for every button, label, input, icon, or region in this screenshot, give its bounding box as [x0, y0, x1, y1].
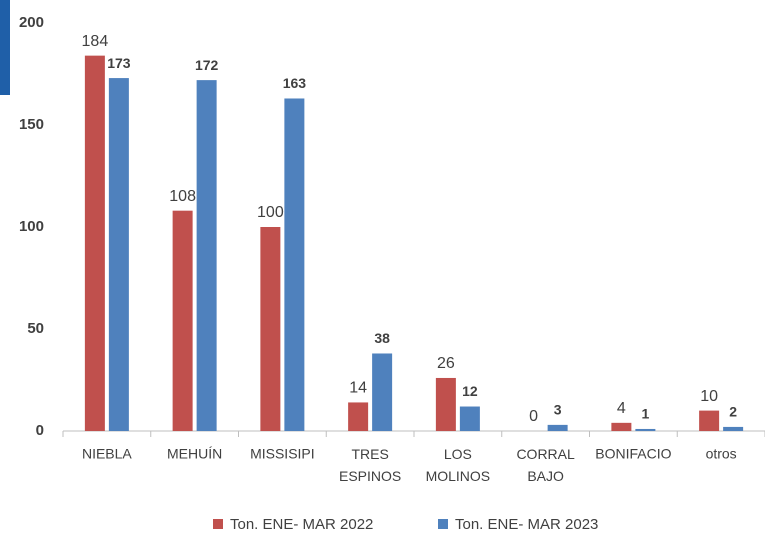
bar — [611, 422, 632, 431]
y-tick-label: 150 — [19, 116, 44, 133]
legend-swatch — [213, 519, 223, 529]
data-label: 172 — [195, 57, 219, 73]
data-label: 26 — [437, 355, 455, 372]
bar — [435, 377, 456, 431]
x-tick-label-line: LOS — [444, 446, 472, 462]
y-tick-label: 100 — [19, 218, 44, 235]
y-tick-label: 50 — [27, 320, 44, 337]
x-tick-label: MISSISIPI — [250, 446, 315, 462]
x-tick-label: otros — [706, 446, 737, 462]
x-tick-label: MEHUÍN — [167, 446, 222, 462]
data-label: 12 — [462, 383, 478, 399]
x-tick-label-line: CORRAL — [516, 446, 575, 462]
data-label: 10 — [700, 388, 718, 405]
edge-strip — [0, 0, 10, 95]
bar — [372, 353, 393, 431]
data-label: 173 — [107, 55, 131, 71]
bar — [108, 78, 129, 431]
data-label: 2 — [729, 404, 737, 420]
bar — [699, 410, 720, 431]
x-tick-label: TRES ESPINOS — [339, 446, 401, 484]
data-label: 1 — [641, 406, 649, 422]
x-tick-label-line: TRES — [351, 446, 388, 462]
x-tick-label-line: ESPINOS — [339, 468, 401, 484]
data-label: 38 — [374, 330, 390, 346]
bar — [260, 227, 281, 431]
data-label: 0 — [529, 408, 538, 425]
legend-swatch — [438, 519, 448, 529]
bar — [459, 406, 480, 431]
x-tick-label: BONIFACIO — [595, 446, 671, 462]
bar — [348, 402, 369, 431]
data-label: 4 — [617, 400, 626, 417]
data-label: 14 — [349, 380, 367, 397]
x-tick-label: LOS MOLINOS — [426, 446, 491, 484]
bar — [547, 424, 568, 431]
x-tick-label-line: MOLINOS — [426, 468, 491, 484]
legend-label: Ton. ENE- MAR 2023 — [455, 516, 598, 533]
legend-label: Ton. ENE- MAR 2022 — [230, 516, 373, 533]
bar — [284, 98, 305, 431]
y-tick-label: 0 — [36, 422, 44, 439]
bar — [635, 428, 656, 431]
data-label: 108 — [169, 188, 196, 205]
data-label: 3 — [554, 402, 562, 418]
x-tick-label: CORRAL BAJO — [516, 446, 575, 484]
data-label: 163 — [283, 75, 307, 91]
data-label: 100 — [257, 204, 284, 221]
bar — [196, 80, 217, 432]
x-tick-label: NIEBLA — [82, 446, 132, 462]
bar — [172, 210, 193, 431]
bar — [723, 426, 744, 431]
x-tick-label-line: BAJO — [527, 468, 564, 484]
data-label: 184 — [82, 33, 109, 50]
bar — [84, 55, 105, 431]
y-tick-label: 200 — [19, 14, 44, 31]
